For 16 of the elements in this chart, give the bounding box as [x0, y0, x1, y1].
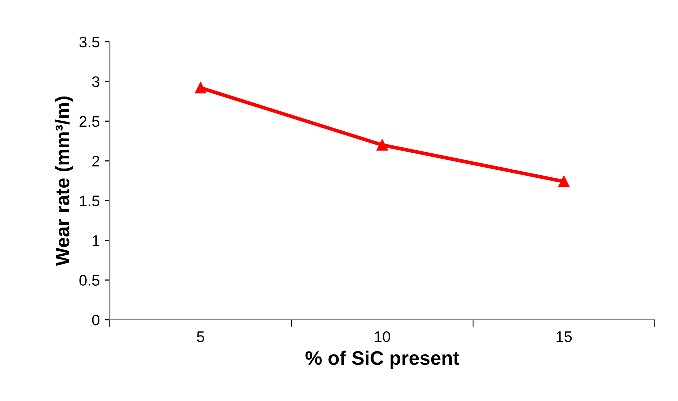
y-tick-label: 3 — [92, 76, 100, 88]
x-tick-label: 5 — [197, 332, 204, 342]
x-tick-label: 10 — [375, 332, 390, 342]
y-axis-title: Wear rate (mm³/m) — [55, 96, 74, 266]
y-tick-label: 1 — [92, 236, 100, 246]
x-axis-title: % of SiC present — [306, 350, 460, 370]
point — [558, 176, 570, 188]
x-tick-label: 15 — [556, 332, 572, 342]
y-tick-label: 2.5 — [80, 116, 100, 128]
point — [195, 82, 206, 94]
y-tick-label: 2 — [92, 156, 100, 167]
y-tick-label: 3.5 — [80, 36, 100, 48]
point — [376, 140, 388, 151]
y-tick-label: 0.5 — [80, 275, 100, 286]
y-tick-label: 0 — [92, 314, 100, 326]
y-tick-label: 1.5 — [80, 196, 100, 207]
